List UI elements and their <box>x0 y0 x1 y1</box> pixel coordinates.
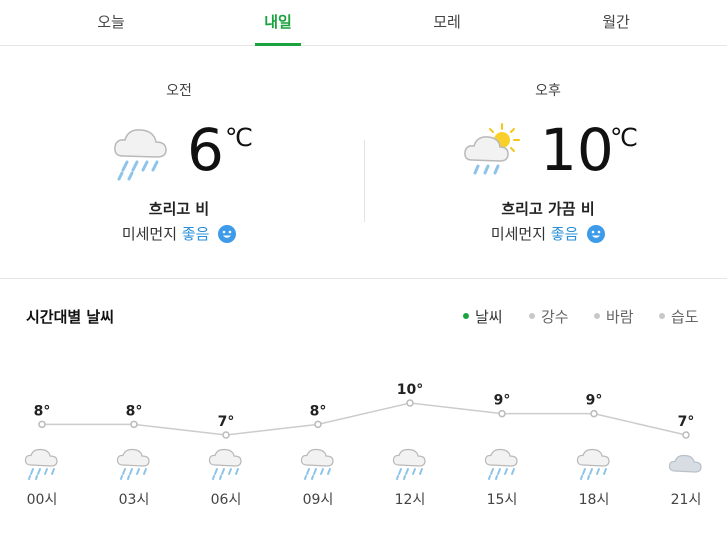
tab-monthly[interactable]: 월간 <box>602 13 630 31</box>
pm-temperature: 10 <box>540 116 614 184</box>
hour-label: 03시 <box>119 492 150 508</box>
smile-icon <box>218 225 237 243</box>
rain-icon <box>116 448 150 480</box>
hour-label: 09시 <box>303 492 334 508</box>
pm-fine-dust: 미세먼지 좋음 <box>398 223 698 244</box>
pm-dust-value: 좋음 <box>550 225 579 243</box>
hour-label: 18시 <box>579 492 610 508</box>
legend-precipitation-label: 강수 <box>541 308 569 326</box>
pm-forecast: 오후 10 ℃ 흐리고 가끔 비 미세먼지 좋음 <box>398 80 698 250</box>
tab-today[interactable]: 오늘 <box>97 13 125 31</box>
section-divider <box>0 278 727 279</box>
temperature-value-label: 9° <box>494 393 511 409</box>
temperature-point <box>682 431 690 439</box>
temperature-point <box>590 409 598 418</box>
legend-humidity[interactable]: 습도 <box>659 306 699 327</box>
rain-icon <box>300 448 334 480</box>
day-tabs: 오늘 내일 모레 월간 <box>0 0 727 46</box>
temperature-point <box>498 409 506 418</box>
rain-icon <box>392 448 426 480</box>
pm-period-label: 오후 <box>535 83 561 99</box>
legend-dot <box>659 313 665 319</box>
rain-icon <box>24 448 58 480</box>
temperature-value-label: 9° <box>586 393 603 409</box>
legend-wind-label: 바람 <box>606 308 634 326</box>
temperature-value-label: 10° <box>397 382 423 398</box>
rain-icon <box>208 448 242 480</box>
smile-icon <box>587 225 606 243</box>
am-description: 흐리고 비 <box>148 200 210 218</box>
tab-day-after-tomorrow[interactable]: 모레 <box>433 13 461 31</box>
legend-dot <box>463 313 469 319</box>
pm-temperature-unit: ℃ <box>610 123 639 152</box>
temperature-point <box>406 399 414 407</box>
temperature-point <box>222 431 230 439</box>
cloud-rain-icon <box>114 129 167 181</box>
am-fine-dust: 미세먼지 좋음 <box>29 223 329 244</box>
legend-wind[interactable]: 바람 <box>594 306 634 327</box>
rain-icon <box>484 448 518 480</box>
pm-description: 흐리고 가끔 비 <box>501 200 595 218</box>
temperature-point <box>38 420 46 429</box>
rain-icon <box>576 448 610 480</box>
am-dust-value: 좋음 <box>181 225 210 243</box>
legend-humidity-label: 습도 <box>671 308 699 326</box>
hour-label: 12시 <box>395 492 426 508</box>
legend-precipitation[interactable]: 강수 <box>529 306 569 327</box>
cloud-icon <box>668 454 702 473</box>
pm-dust-label: 미세먼지 <box>490 225 547 243</box>
legend-weather-label: 날씨 <box>475 308 503 326</box>
temperature-value-label: 8° <box>310 403 327 419</box>
am-pm-divider <box>364 140 365 222</box>
temperature-point <box>130 420 138 429</box>
hour-label: 21시 <box>671 492 702 508</box>
hourly-weather-title: 시간대별 날씨 <box>26 308 115 326</box>
legend-weather[interactable]: 날씨 <box>463 306 503 327</box>
temperature-value-label: 8° <box>126 403 143 419</box>
legend-dot <box>529 313 535 319</box>
temperature-value-label: 8° <box>34 403 51 419</box>
hour-label: 06시 <box>211 492 242 508</box>
hourly-temperature-chart: 8° 00시 8° 03시 7° 06시 8° 09시 10° 12시 9° 15시 9° 18시 7° 21… <box>24 382 702 508</box>
temperature-value-label: 7° <box>678 414 695 430</box>
legend-dot <box>594 313 600 319</box>
am-dust-label: 미세먼지 <box>121 225 178 243</box>
temperature-value-label: 7° <box>218 414 235 430</box>
am-temperature: 6 <box>187 116 224 184</box>
tab-tomorrow[interactable]: 내일 <box>218 0 338 46</box>
temperature-line <box>42 402 687 436</box>
hour-label: 15시 <box>487 492 518 508</box>
am-temperature-unit: ℃ <box>225 123 254 152</box>
partly-sunny-rain-icon <box>464 123 520 175</box>
temperature-point <box>314 420 322 429</box>
am-forecast: 오전 6 ℃ 흐리고 비 미세먼지 좋음 <box>29 80 329 250</box>
am-period-label: 오전 <box>166 83 192 99</box>
hour-label: 00시 <box>27 492 58 508</box>
